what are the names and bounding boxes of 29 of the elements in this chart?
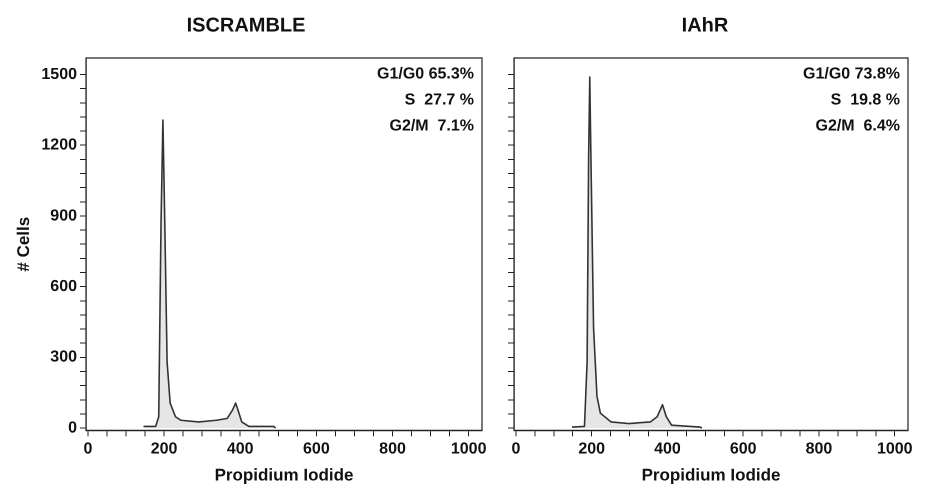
annotation: G1/G0 73.8% [803, 65, 900, 82]
annotation: G1/G0 65.3% [377, 65, 474, 82]
annotation: G2/M 6.4% [816, 117, 900, 134]
chart-title: IAhR [682, 14, 729, 37]
x-tick-label: 600 [730, 440, 757, 458]
annotation: S 19.8 % [830, 91, 900, 108]
x-tick-label: 400 [226, 440, 254, 458]
x-tick-label: 600 [303, 440, 330, 458]
x-tick-label: 1000 [876, 440, 913, 458]
y-axis-title: # Cells [14, 216, 33, 272]
x-tick-label: 400 [654, 440, 681, 458]
y-tick-label: 900 [50, 207, 78, 224]
y-tick-label: 1200 [41, 136, 78, 154]
x-axis-title: Propidium Iodide [642, 465, 780, 484]
y-tick-label: 0 [68, 419, 78, 436]
annotation: G2/M 7.1% [390, 117, 474, 134]
y-tick-label: 1500 [41, 66, 78, 83]
x-tick-label: 800 [379, 440, 406, 458]
x-tick-label: 0 [83, 440, 92, 458]
x-tick-label: 800 [806, 440, 832, 458]
x-axis-title: Propidium Iodide [214, 465, 354, 484]
x-tick-label: 200 [150, 440, 178, 458]
y-tick-label: 300 [50, 348, 78, 366]
x-tick-label: 1000 [450, 440, 487, 458]
chart-title: ISCRAMBLE [186, 14, 306, 37]
y-tick-label: 600 [50, 278, 78, 296]
x-tick-label: 0 [511, 440, 520, 458]
annotation: S 27.7 % [404, 91, 474, 108]
x-tick-label: 200 [578, 440, 606, 458]
